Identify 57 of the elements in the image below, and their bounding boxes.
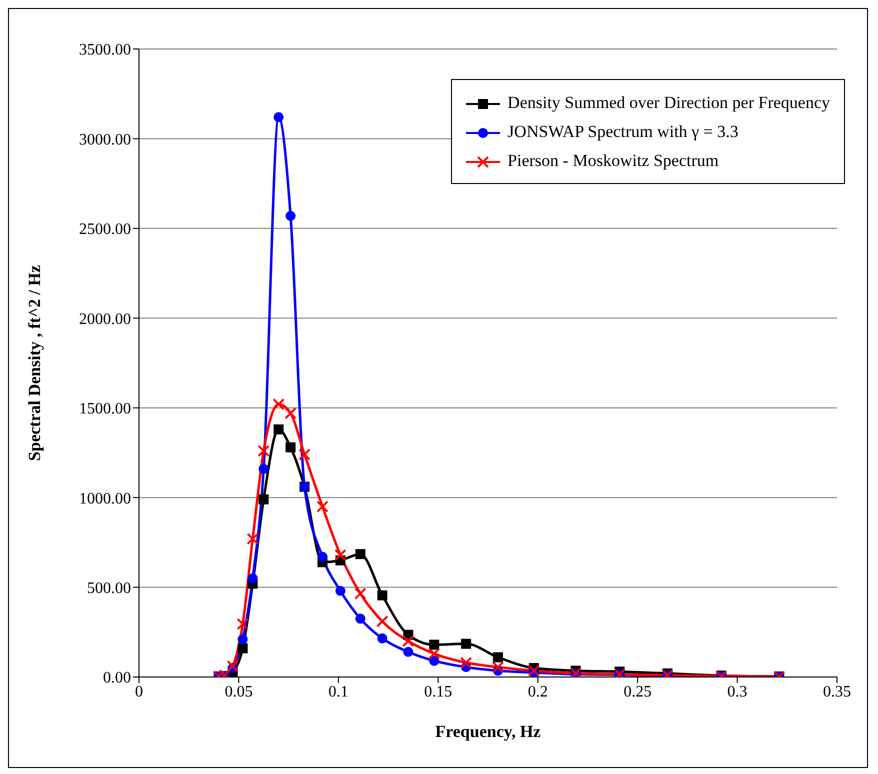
point bbox=[286, 442, 296, 452]
point bbox=[258, 464, 269, 474]
x-tick-label: 0.25 bbox=[624, 683, 652, 700]
point bbox=[461, 638, 472, 649]
point bbox=[377, 590, 388, 600]
y-tick-label: 3000.00 bbox=[79, 131, 131, 148]
point bbox=[335, 586, 346, 596]
point bbox=[492, 652, 503, 662]
point bbox=[316, 500, 328, 513]
y-tick-label: 2500.00 bbox=[79, 221, 131, 238]
point bbox=[402, 635, 414, 648]
point bbox=[429, 640, 440, 650]
y-tick-label: 1500.00 bbox=[79, 400, 131, 418]
x-tick-label: 0.1 bbox=[328, 683, 348, 700]
point bbox=[460, 656, 472, 669]
point bbox=[258, 494, 269, 504]
point bbox=[248, 573, 258, 584]
point bbox=[377, 633, 388, 644]
legend-label: JONSWAP Spectrum with γ = 3.3 bbox=[508, 122, 738, 141]
point bbox=[284, 407, 297, 420]
point bbox=[246, 532, 259, 545]
point bbox=[258, 444, 270, 457]
y-tick-label: 1000.00 bbox=[79, 490, 131, 508]
point bbox=[334, 548, 346, 561]
point bbox=[286, 210, 296, 221]
point bbox=[528, 664, 540, 677]
point bbox=[355, 549, 366, 560]
point bbox=[236, 618, 249, 630]
x-tick-label: 0.35 bbox=[823, 683, 851, 700]
x-tick-label: 0.15 bbox=[424, 683, 452, 700]
x-tick-label: 0 bbox=[135, 683, 143, 700]
point bbox=[354, 588, 366, 600]
point bbox=[238, 634, 248, 644]
x-tick-label: 0.2 bbox=[528, 683, 548, 700]
y-tick-label: 0.00 bbox=[103, 670, 131, 687]
x-tick-label: 0.05 bbox=[224, 683, 253, 700]
x-axis-title: Frequency, Hz bbox=[435, 722, 542, 741]
legend-label: Density Summed over Direction per Frequency bbox=[508, 93, 830, 112]
point bbox=[492, 661, 504, 674]
point bbox=[238, 643, 248, 654]
point bbox=[428, 648, 440, 660]
y-axis-title: Spectral Density , ft^2 / Hz bbox=[25, 264, 44, 461]
point bbox=[376, 615, 388, 628]
y-tick-label: 3500.00 bbox=[79, 42, 131, 59]
point bbox=[355, 614, 366, 624]
point bbox=[274, 424, 284, 434]
point bbox=[298, 448, 311, 461]
point bbox=[226, 660, 239, 672]
point bbox=[272, 398, 285, 410]
point bbox=[403, 646, 414, 657]
point bbox=[274, 112, 284, 122]
x-tick-label: 0.3 bbox=[727, 683, 748, 700]
y-tick-label: 500.00 bbox=[87, 580, 131, 597]
y-tick-label: 2000.00 bbox=[79, 310, 131, 328]
point bbox=[429, 656, 440, 666]
point bbox=[317, 552, 328, 562]
legend-label: Pierson - Moskowitz Spectrum bbox=[508, 151, 719, 170]
